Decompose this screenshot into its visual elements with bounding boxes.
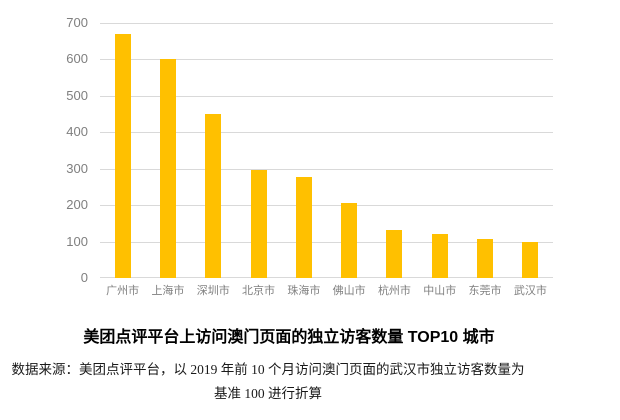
- gridline-0: [100, 277, 553, 278]
- x-tick-label-武汉市: 武汉市: [513, 285, 547, 297]
- bar-东莞市: [477, 239, 493, 278]
- y-tick-label: 200: [66, 197, 88, 212]
- bar-武汉市: [522, 242, 538, 278]
- x-tick-label-佛山市: 佛山市: [332, 285, 366, 297]
- y-tick-label: 100: [66, 234, 88, 249]
- y-tick-label: 300: [66, 161, 88, 176]
- gridline-400: [100, 132, 553, 133]
- bar-北京市: [251, 170, 267, 278]
- y-axis: 0 100 200 300 400 500 600 700: [0, 0, 88, 310]
- y-tick-label: 500: [66, 88, 88, 103]
- y-tick-label: 400: [66, 124, 88, 139]
- bar-chart: 0 100 200 300 400 500 600 700 广州市 上海市 深圳市 北京市 珠海市 佛山…: [0, 0, 553, 310]
- gridline-700: [100, 23, 553, 24]
- bar-中山市: [432, 234, 448, 278]
- gridline-100: [100, 242, 553, 243]
- gridline-300: [100, 169, 553, 170]
- x-tick-label-杭州市: 杭州市: [377, 285, 411, 297]
- x-tick-label-珠海市: 珠海市: [287, 285, 321, 297]
- x-tick-label-上海市: 上海市: [151, 285, 185, 297]
- x-tick-label-北京市: 北京市: [242, 285, 276, 297]
- bar-广州市: [115, 34, 131, 278]
- x-tick-label-广州市: 广州市: [106, 285, 140, 297]
- bar-佛山市: [341, 203, 357, 278]
- source-note: 数据来源：美团点评平台，以 2019 年前 10 个月访问澳门页面的武汉市独立访…: [11, 362, 525, 401]
- x-tick-label-东莞市: 东莞市: [468, 285, 502, 297]
- gridline-600: [100, 59, 553, 60]
- y-tick-label: 600: [66, 51, 88, 66]
- y-tick-label: 0: [80, 270, 88, 285]
- x-tick-label-深圳市: 深圳市: [196, 285, 230, 297]
- x-tick-label-中山市: 中山市: [423, 285, 457, 297]
- y-tick-label: 700: [66, 15, 88, 30]
- plot-area: [100, 23, 553, 278]
- bar-上海市: [160, 59, 176, 278]
- chart-title: 美团点评平台上访问澳门页面的独立访客数量 TOP10 城市: [83, 329, 495, 346]
- bar-杭州市: [386, 230, 402, 278]
- bar-深圳市: [205, 114, 221, 278]
- gridline-500: [100, 96, 553, 97]
- bar-珠海市: [296, 177, 312, 278]
- gridline-200: [100, 205, 553, 206]
- x-axis: 广州市 上海市 深圳市 北京市 珠海市 佛山市 杭州市 中山市 东莞市 武汉市: [100, 284, 553, 300]
